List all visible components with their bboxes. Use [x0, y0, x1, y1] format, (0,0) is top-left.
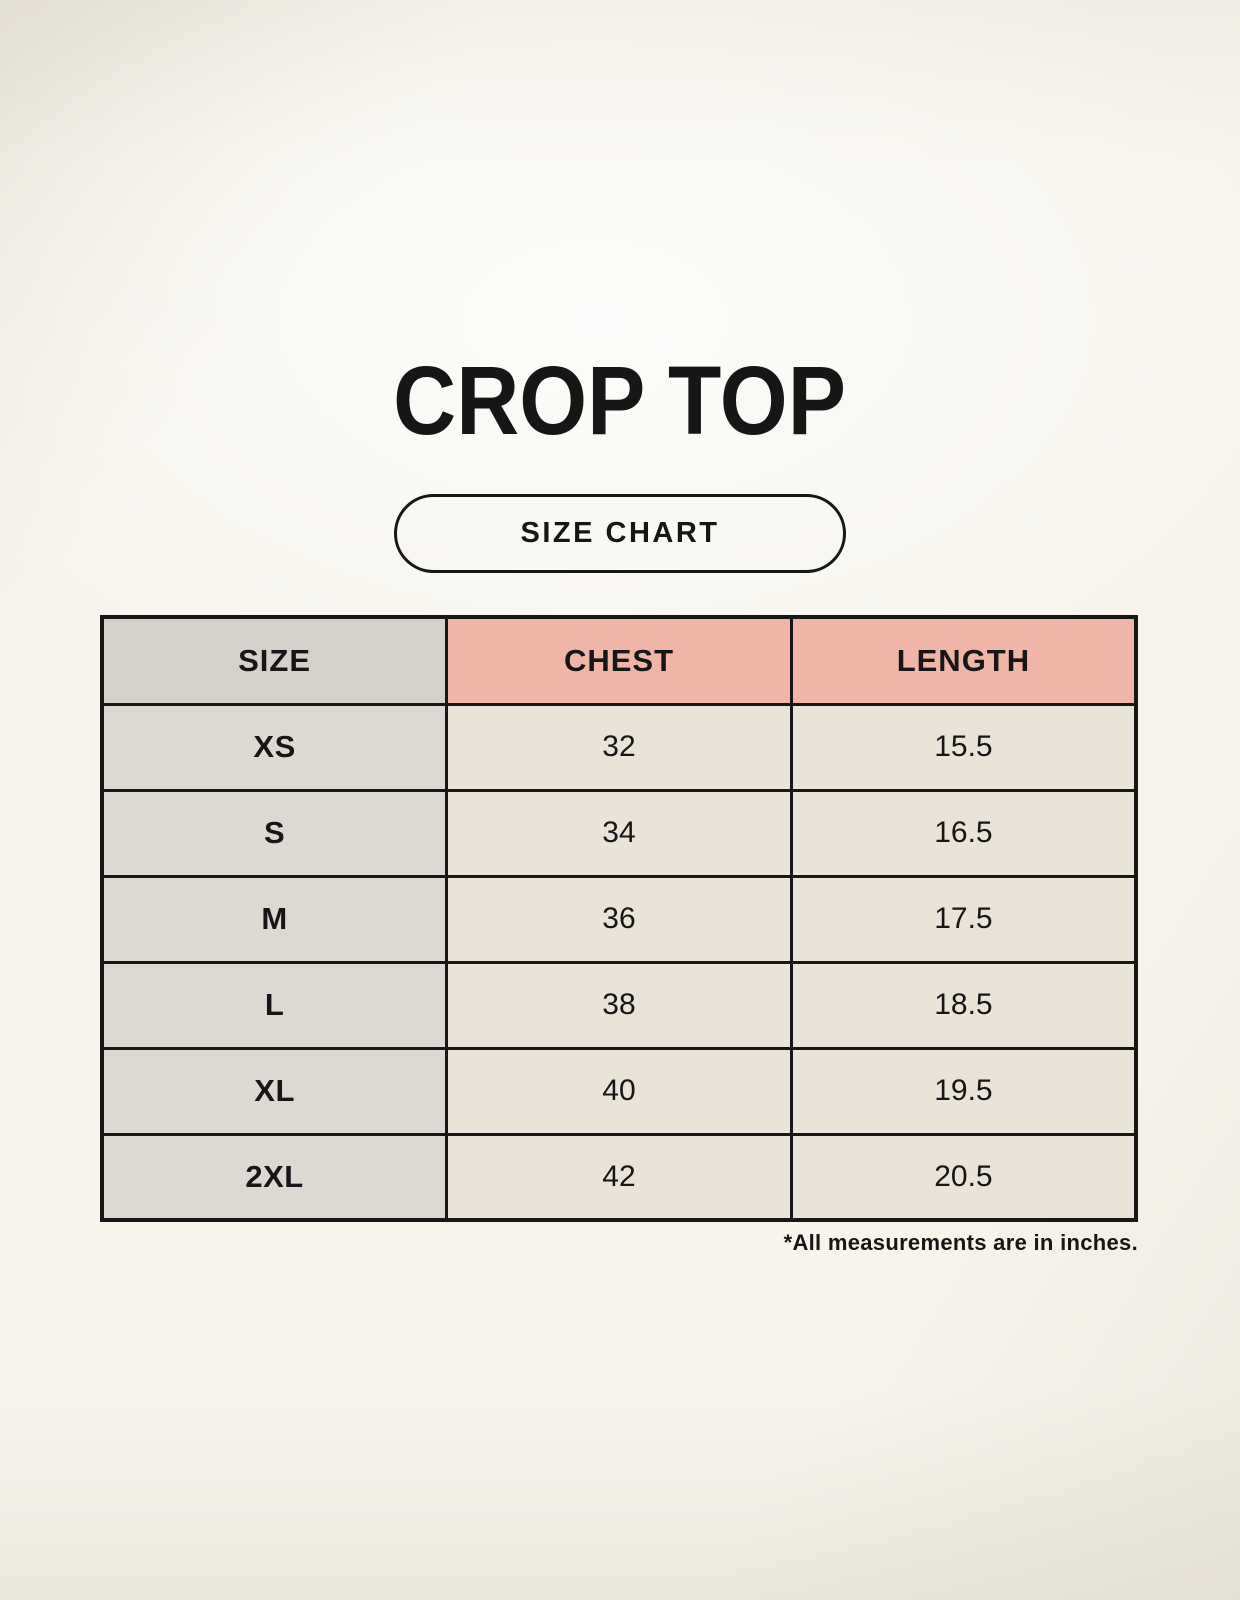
table-row: 2XL 42 20.5	[100, 1132, 1138, 1222]
chest-cell: 40	[445, 1046, 793, 1136]
size-cell: 2XL	[100, 1132, 449, 1222]
size-chart-badge-label: SIZE CHART	[520, 517, 720, 549]
table-row: XL 40 19.5	[100, 1046, 1138, 1136]
size-cell: M	[100, 874, 449, 964]
table-row: S 34 16.5	[100, 788, 1138, 878]
size-cell: L	[100, 960, 449, 1050]
page-title-text: CROP TOP	[393, 346, 847, 455]
size-cell: XL	[100, 1046, 449, 1136]
length-cell: 18.5	[789, 960, 1138, 1050]
column-header-size: SIZE	[100, 615, 449, 706]
column-header-length: LENGTH	[789, 615, 1138, 706]
size-chart-badge: SIZE CHART	[394, 494, 846, 573]
chest-cell: 34	[445, 788, 793, 878]
chest-cell: 32	[445, 702, 793, 792]
size-chart-table: SIZE CHEST LENGTH XS 32 15.5 S 34 16.5 M…	[100, 615, 1138, 1222]
chest-cell: 38	[445, 960, 793, 1050]
length-cell: 15.5	[789, 702, 1138, 792]
chest-cell: 36	[445, 874, 793, 964]
table-header-row: SIZE CHEST LENGTH	[100, 615, 1138, 706]
table-row: XS 32 15.5	[100, 702, 1138, 792]
length-cell: 20.5	[789, 1132, 1138, 1222]
length-cell: 16.5	[789, 788, 1138, 878]
size-cell: XS	[100, 702, 449, 792]
table-row: M 36 17.5	[100, 874, 1138, 964]
length-cell: 17.5	[789, 874, 1138, 964]
size-cell: S	[100, 788, 449, 878]
column-header-chest: CHEST	[445, 615, 793, 706]
table-row: L 38 18.5	[100, 960, 1138, 1050]
page-title: CROP TOP	[0, 352, 1240, 449]
measurements-footnote: *All measurements are in inches.	[783, 1230, 1138, 1255]
chest-cell: 42	[445, 1132, 793, 1222]
length-cell: 19.5	[789, 1046, 1138, 1136]
